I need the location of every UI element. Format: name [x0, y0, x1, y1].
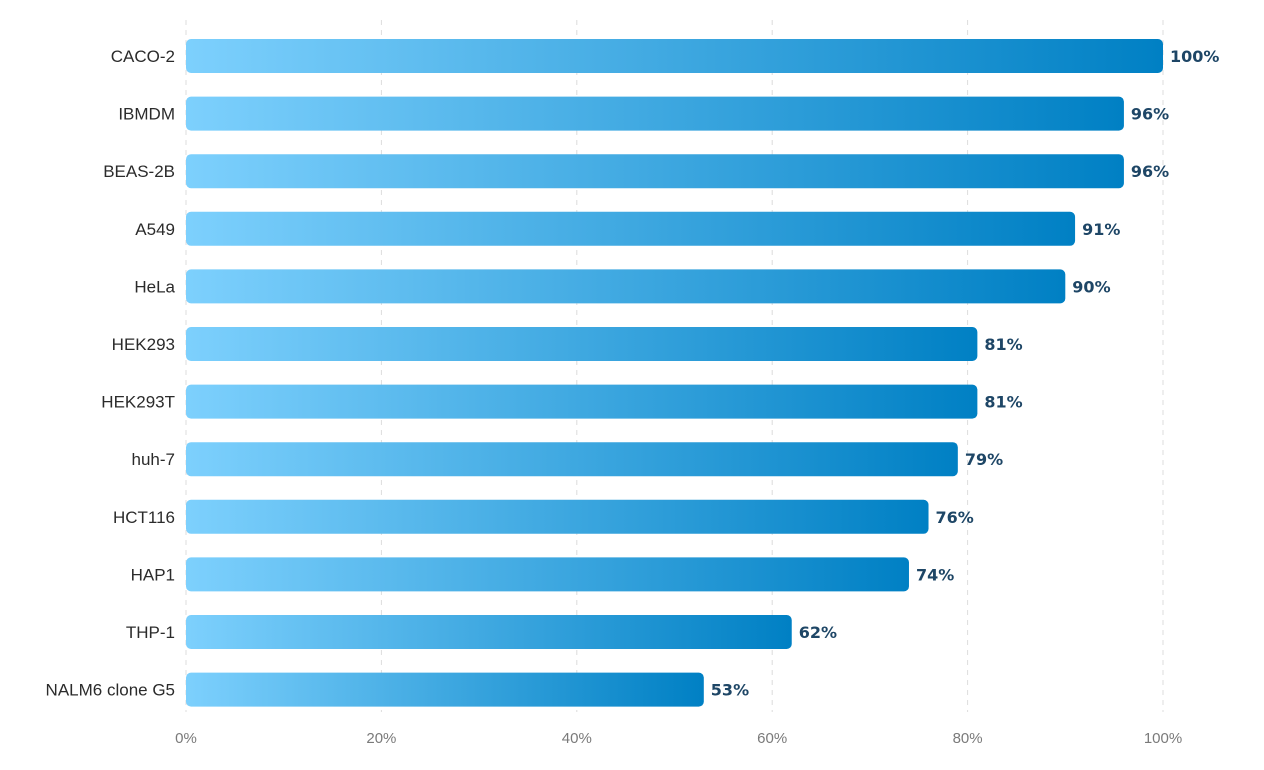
bar	[186, 672, 704, 707]
x-tick-label: 20%	[366, 730, 396, 747]
x-axis: 0% 20% 40% 60% 80% 100%	[175, 730, 1182, 747]
value-label: 81%	[984, 393, 1022, 412]
value-label: 62%	[799, 623, 837, 642]
bar	[186, 211, 1076, 246]
value-label: 81%	[984, 335, 1022, 354]
x-tick-label: 40%	[562, 730, 592, 747]
category-label: CACO-2	[111, 47, 175, 66]
category-label: HEK293	[112, 335, 175, 354]
x-tick-label: 100%	[1144, 730, 1182, 747]
value-label: 100%	[1170, 47, 1219, 66]
label-layer: CACO-2 100% IBMDM 96% BEAS-2B 96% A549 91% HeLa 9…	[46, 47, 1220, 700]
x-tick-label: 80%	[953, 730, 983, 747]
value-label: 96%	[1131, 105, 1169, 124]
bar	[186, 384, 978, 419]
bar	[186, 442, 958, 477]
value-label: 90%	[1072, 277, 1110, 296]
x-tick-label: 0%	[175, 730, 197, 747]
category-label: A549	[135, 220, 175, 239]
bar	[186, 269, 1066, 304]
category-label: HAP1	[131, 565, 175, 584]
bar-layer	[186, 39, 1163, 707]
value-label: 96%	[1131, 162, 1169, 181]
category-label: huh-7	[132, 450, 175, 469]
bar	[186, 615, 792, 649]
value-label: 53%	[711, 681, 749, 700]
category-label: THP-1	[126, 623, 175, 642]
x-tick-label: 60%	[757, 730, 787, 747]
category-label: NALM6 clone G5	[46, 681, 175, 700]
category-label: HEK293T	[101, 393, 175, 412]
value-label: 74%	[916, 565, 954, 584]
category-label: HeLa	[134, 277, 175, 296]
category-label: IBMDM	[118, 105, 175, 124]
bar	[186, 39, 1163, 73]
bar	[186, 154, 1124, 189]
value-label: 76%	[936, 508, 974, 527]
bar	[186, 499, 929, 534]
category-label: HCT116	[113, 508, 175, 527]
bar	[186, 557, 909, 592]
value-label: 91%	[1082, 220, 1120, 239]
bar	[186, 327, 978, 361]
value-label: 79%	[965, 450, 1003, 469]
category-label: BEAS-2B	[103, 162, 175, 181]
bar	[186, 96, 1124, 131]
